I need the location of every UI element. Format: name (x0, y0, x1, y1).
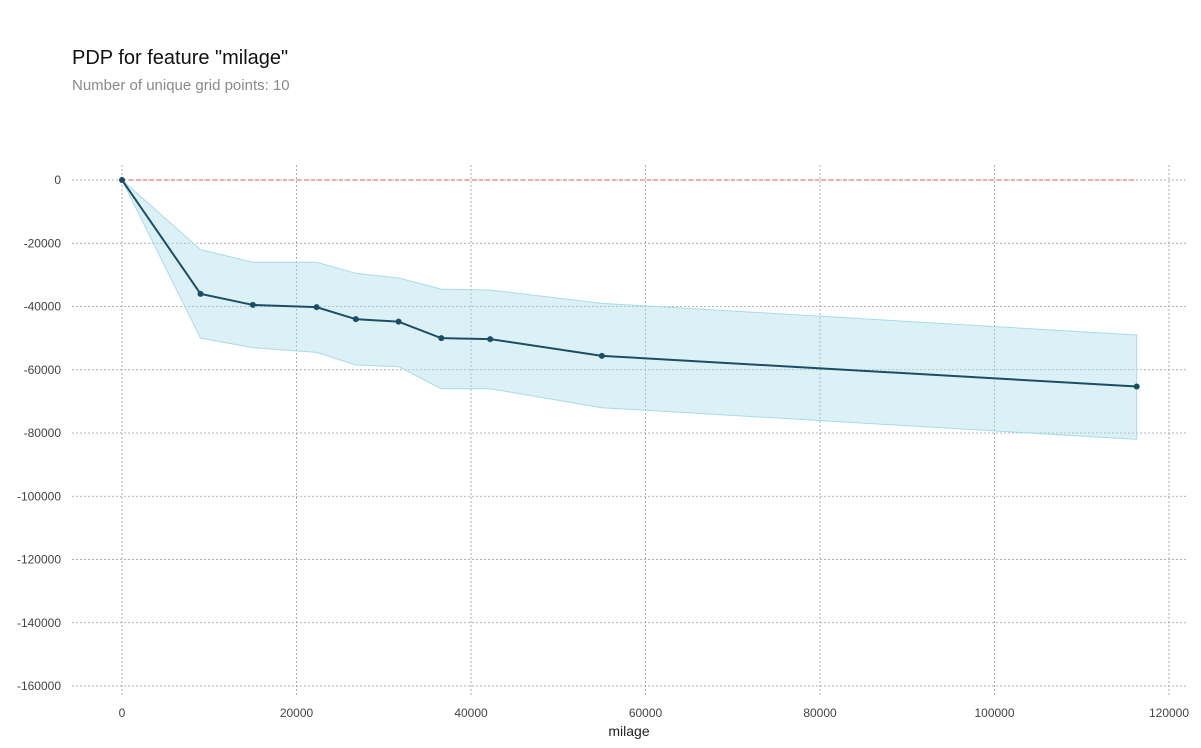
chart-title: PDP for feature "milage" (72, 47, 289, 69)
x-tick-label: 0 (119, 706, 126, 720)
y-tick-label: -80000 (24, 426, 62, 440)
y-tick-label: -40000 (24, 300, 62, 314)
series-point (487, 336, 494, 343)
x-tick-label: 40000 (454, 706, 488, 720)
pdp-series (119, 177, 1140, 390)
x-axis-label: milage (608, 723, 649, 739)
grid-lines (72, 165, 1187, 697)
confidence-band-area (121, 179, 1138, 440)
x-tick-label: 60000 (629, 706, 663, 720)
series-line (121, 179, 1137, 388)
x-tick-label: 100000 (974, 706, 1014, 720)
series-point (352, 316, 359, 323)
x-tick-label: 120000 (1149, 706, 1189, 720)
y-tick-label: -100000 (17, 489, 61, 503)
series-point (119, 177, 125, 183)
y-axis-ticks: 0 -20000 -40000 -60000 -80000 -100000 -120000 -… (17, 173, 61, 693)
series-point (313, 304, 320, 311)
y-tick-label: -140000 (17, 616, 61, 630)
series-point (395, 318, 402, 325)
y-tick-label: -120000 (17, 553, 61, 567)
series-point (598, 352, 605, 359)
x-tick-label: 80000 (803, 706, 837, 720)
y-tick-label: -20000 (24, 236, 62, 250)
series-point (197, 290, 204, 297)
x-axis-ticks: 0 20000 40000 60000 80000 100000 120000 (119, 706, 1190, 720)
series-point (249, 301, 256, 308)
series-point (438, 335, 445, 342)
chart-subtitle: Number of unique grid points: 10 (72, 77, 290, 94)
series-point (1133, 383, 1140, 390)
x-tick-label: 20000 (280, 706, 314, 720)
y-tick-label: 0 (54, 173, 61, 187)
confidence-band (121, 179, 1138, 440)
y-tick-label: -160000 (17, 679, 61, 693)
y-tick-label: -60000 (24, 363, 62, 377)
